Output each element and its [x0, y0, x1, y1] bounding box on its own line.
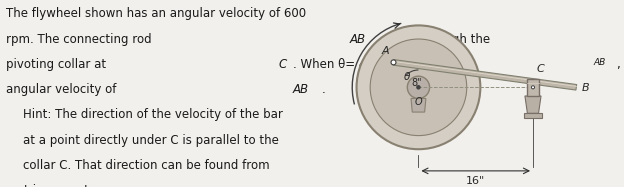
Text: C: C: [278, 58, 286, 71]
Text: $\theta$: $\theta$: [402, 70, 411, 82]
Text: slides through the: slides through the: [379, 33, 490, 46]
Polygon shape: [525, 96, 541, 113]
Text: $C$: $C$: [536, 62, 546, 74]
Text: trigonometry.: trigonometry.: [24, 184, 104, 187]
Text: $B$: $B$: [581, 81, 590, 93]
Text: .: .: [321, 83, 325, 96]
Polygon shape: [393, 60, 577, 90]
Text: The flywheel shown has an angular velocity of 600: The flywheel shown has an angular veloci…: [6, 7, 306, 21]
Circle shape: [356, 25, 480, 149]
Text: pivoting collar at: pivoting collar at: [6, 58, 110, 71]
Text: 8": 8": [411, 78, 422, 88]
Text: $O$: $O$: [414, 95, 423, 107]
Text: rpm. The connecting rod: rpm. The connecting rod: [6, 33, 155, 46]
Text: at a point directly under C is parallel to the: at a point directly under C is parallel …: [24, 134, 280, 147]
Polygon shape: [411, 98, 426, 112]
Circle shape: [417, 86, 420, 89]
Text: $A$: $A$: [381, 44, 391, 56]
Bar: [524, 113, 542, 118]
Circle shape: [370, 39, 467, 136]
Text: Hint: The direction of the velocity of the bar: Hint: The direction of the velocity of t…: [24, 108, 287, 122]
Text: AB: AB: [350, 33, 366, 46]
Text: 16": 16": [466, 176, 485, 186]
Bar: [527, 79, 539, 96]
Text: AB: AB: [593, 58, 606, 67]
Circle shape: [391, 60, 396, 65]
Text: , the: , the: [617, 58, 624, 71]
Text: collar C. That direction can be found from: collar C. That direction can be found fr…: [24, 159, 270, 172]
Text: AB: AB: [293, 83, 309, 96]
Circle shape: [407, 76, 429, 98]
Text: angular velocity of: angular velocity of: [6, 83, 120, 96]
Text: . When θ= 45°, find ω: . When θ= 45°, find ω: [293, 58, 423, 71]
Circle shape: [532, 86, 535, 89]
